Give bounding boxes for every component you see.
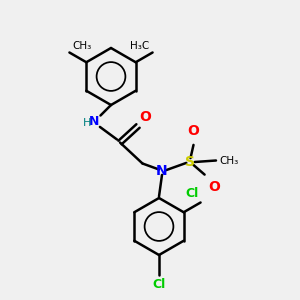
Text: O: O	[188, 124, 200, 138]
Text: H: H	[83, 118, 91, 128]
Text: N: N	[89, 115, 100, 128]
Text: S: S	[185, 155, 196, 169]
Text: Cl: Cl	[152, 278, 166, 291]
Text: O: O	[208, 180, 220, 194]
Text: Cl: Cl	[186, 187, 199, 200]
Text: CH₃: CH₃	[219, 155, 238, 166]
Text: O: O	[140, 110, 152, 124]
Text: CH₃: CH₃	[72, 41, 92, 51]
Text: N: N	[156, 164, 168, 178]
Text: H₃C: H₃C	[130, 41, 150, 51]
